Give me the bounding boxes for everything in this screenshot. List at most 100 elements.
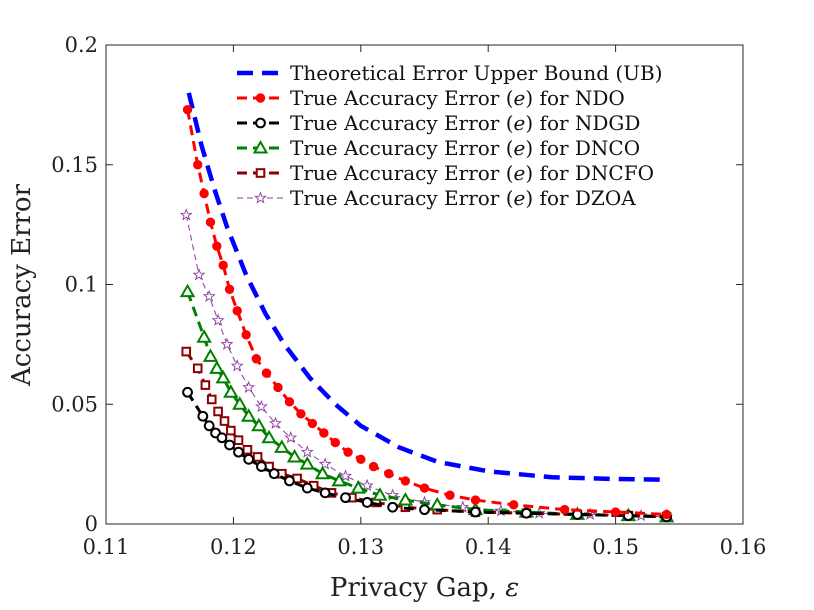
x-tick-label: 0.15 xyxy=(592,535,639,559)
data-point xyxy=(241,330,251,340)
series-2 xyxy=(182,386,672,523)
data-point xyxy=(261,429,277,444)
data-point xyxy=(220,337,234,350)
data-point xyxy=(232,306,242,316)
legend-label-part: ) for NDO xyxy=(525,86,624,110)
legend-label: True Accuracy Error (e) for NDO xyxy=(290,86,625,110)
data-point xyxy=(559,504,570,515)
data-point xyxy=(314,465,331,480)
data-point xyxy=(343,447,353,457)
data-point xyxy=(284,397,295,407)
legend-label-part: True Accuracy Error ( xyxy=(290,161,514,185)
data-point xyxy=(331,472,347,487)
data-point xyxy=(211,313,225,326)
y-tick-label: 0.2 xyxy=(65,33,98,57)
data-point xyxy=(179,208,193,221)
legend-entry: True Accuracy Error (e) for NDGD xyxy=(237,111,640,135)
data-point xyxy=(200,380,211,390)
series-line xyxy=(185,214,667,518)
data-point xyxy=(202,348,219,362)
series-1 xyxy=(182,104,672,520)
data-point xyxy=(307,418,318,429)
legend-entry: True Accuracy Error (e) for DZOA xyxy=(237,186,636,210)
data-point xyxy=(456,500,470,513)
legend-label-part: True Accuracy Error ( xyxy=(290,111,514,135)
data-point xyxy=(296,409,306,419)
x-axis-title: Privacy Gap, ε xyxy=(330,573,519,603)
data-point xyxy=(284,475,295,487)
data-point xyxy=(251,354,262,364)
x-tick-label: 0.11 xyxy=(83,535,130,559)
data-point xyxy=(256,461,267,472)
x-tick-label: 0.14 xyxy=(465,535,512,559)
x-tick-label: 0.12 xyxy=(210,535,257,559)
data-point xyxy=(230,359,244,372)
data-point xyxy=(330,437,341,448)
data-point xyxy=(252,452,263,462)
data-point xyxy=(242,444,253,455)
data-point xyxy=(232,396,248,410)
data-point xyxy=(610,507,621,517)
legend-entry: Theoretical Error Upper Bound (UB) xyxy=(237,61,663,85)
data-point xyxy=(216,432,228,444)
data-point xyxy=(218,260,228,271)
data-point xyxy=(340,492,351,504)
legend-label-part: e xyxy=(514,136,526,160)
data-point xyxy=(224,284,235,294)
data-point xyxy=(384,469,394,479)
data-point xyxy=(213,406,223,417)
legend-marker xyxy=(255,117,266,129)
data-point xyxy=(240,408,257,422)
legend-label-part: e xyxy=(514,161,526,185)
data-point xyxy=(284,430,298,444)
legend-label-part: True Accuracy Error ( xyxy=(290,186,514,210)
series-layer xyxy=(179,92,675,523)
data-point xyxy=(181,346,192,357)
data-point xyxy=(319,487,331,499)
data-point xyxy=(209,360,225,374)
data-point xyxy=(193,160,203,170)
data-point xyxy=(350,480,366,494)
data-point xyxy=(419,504,430,516)
data-point xyxy=(661,509,672,520)
data-point xyxy=(179,283,196,298)
data-point xyxy=(470,495,481,505)
legend-label: True Accuracy Error (e) for DNCO xyxy=(290,136,640,160)
legend-label-part: Theoretical Error Upper Bound (UB) xyxy=(290,61,663,85)
data-point xyxy=(299,456,316,470)
data-point xyxy=(196,329,212,343)
data-point xyxy=(356,454,366,465)
data-point xyxy=(300,445,314,458)
y-tick-label: 0.05 xyxy=(51,392,98,416)
data-point xyxy=(445,490,455,500)
data-point xyxy=(251,417,267,432)
data-point xyxy=(224,439,235,451)
tick-labels: 0.11 0.12 0.13 0.14 0.15 0.16 0 0.05 0.1 0.15 0.2 xyxy=(51,33,766,559)
legend-label-part: e xyxy=(514,86,526,110)
legend-label: True Accuracy Error (e) for DZOA xyxy=(290,186,636,210)
legend-label-part: e xyxy=(514,111,526,135)
legend-marker xyxy=(255,168,266,178)
x-tick-label: 0.13 xyxy=(337,535,384,559)
data-point xyxy=(268,416,282,429)
data-point xyxy=(215,369,231,384)
data-point xyxy=(233,435,244,445)
data-point xyxy=(182,104,193,115)
data-point xyxy=(273,382,283,393)
data-point xyxy=(286,448,303,463)
data-point xyxy=(219,416,230,426)
data-point xyxy=(274,439,290,453)
data-point xyxy=(226,425,236,436)
legend-marker xyxy=(252,139,269,154)
data-point xyxy=(242,380,256,393)
legend-label-part: True Accuracy Error ( xyxy=(290,136,514,160)
legend-label-part: ) for DZOA xyxy=(525,186,636,210)
series-0 xyxy=(186,92,667,482)
data-point xyxy=(192,363,203,374)
data-point xyxy=(508,500,519,510)
plot-area xyxy=(106,45,743,524)
legend-marker xyxy=(254,191,267,204)
y-axis-title: Accuracy Error xyxy=(7,183,37,387)
data-point xyxy=(368,461,379,472)
